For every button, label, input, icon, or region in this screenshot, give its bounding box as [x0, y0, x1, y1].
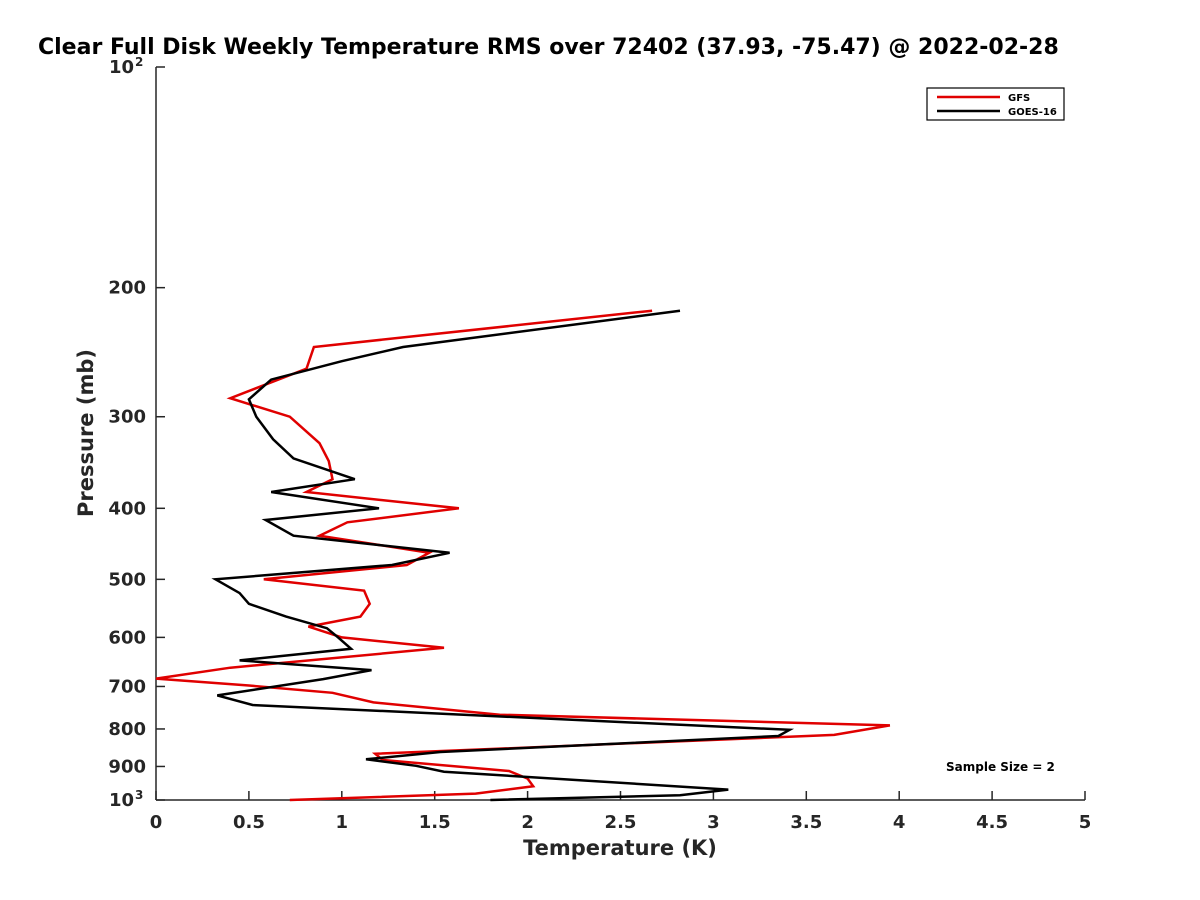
legend-label-gfs: GFS — [1008, 93, 1030, 104]
y-tick-label: 10 — [109, 57, 134, 78]
chart-title: Clear Full Disk Weekly Temperature RMS o… — [38, 35, 1059, 60]
x-tick-label: 1.5 — [419, 812, 451, 833]
x-tick-label: 4.5 — [976, 812, 1008, 833]
y-tick-label: 500 — [108, 569, 146, 590]
y-tick-exponent: 2 — [135, 55, 143, 69]
y-tick-label: 800 — [108, 719, 146, 740]
legend[interactable]: GFS GOES-16 — [926, 87, 1065, 121]
y-tick-label: 700 — [108, 676, 146, 697]
y-tick-label: 600 — [108, 627, 146, 648]
series-line-gfs — [155, 309, 891, 802]
legend-label-goes-16: GOES-16 — [1008, 107, 1057, 118]
y-tick-label: 300 — [108, 407, 146, 428]
x-tick-label: 3.5 — [790, 812, 822, 833]
y-tick-exponent: 3 — [135, 788, 143, 802]
x-axis-label: Temperature (K) — [523, 836, 717, 860]
y-tick-label: 900 — [108, 756, 146, 777]
y-tick-label: 400 — [108, 498, 146, 519]
series-line-goes-16 — [211, 309, 795, 802]
x-tick-label: 3 — [707, 812, 720, 833]
y-tick-label: 200 — [108, 278, 146, 299]
legend-box — [926, 87, 1065, 121]
x-tick-label: 2.5 — [605, 812, 637, 833]
y-tick-label: 10 — [109, 790, 134, 811]
x-tick-label: 0 — [150, 812, 163, 833]
x-axis-ticks: 0 0.5 1 1.5 2 2.5 3 3.5 4 4.5 5 — [150, 791, 1092, 833]
sample-size-annotation: Sample Size = 2 — [946, 760, 1055, 774]
y-axis-label: Pressure (mb) — [74, 349, 98, 517]
x-tick-label: 1 — [336, 812, 349, 833]
x-tick-label: 2 — [521, 812, 534, 833]
x-tick-label: 5 — [1079, 812, 1092, 833]
x-tick-label: 0.5 — [233, 812, 265, 833]
series-layer — [155, 309, 891, 802]
x-tick-label: 4 — [893, 812, 906, 833]
